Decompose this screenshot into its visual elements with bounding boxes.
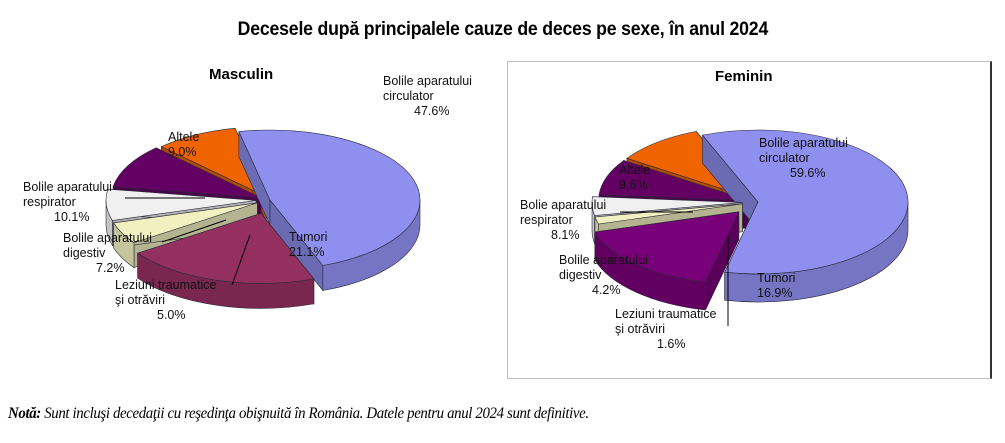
leader-line	[231, 234, 251, 286]
pie-chart-masculin	[105, 127, 421, 309]
pie-title-feminin: Feminin	[715, 68, 773, 85]
footnote: Notă: Sunt incluşi decedaţii cu reşedinţ…	[8, 405, 589, 422]
pie-slice	[238, 129, 421, 292]
label-leziuni-masculin: Leziuni traumatice şi otrăviri 5.0%	[115, 278, 217, 322]
label-tumori-feminin: Tumori 16.9%	[757, 271, 796, 300]
pie-title-masculin: Masculin	[209, 66, 274, 83]
label-tumori-masculin: Tumori 21.1%	[289, 230, 328, 259]
label-leziuni-feminin: Leziuni traumatice şi otrăviri 1.6%	[615, 307, 717, 351]
chart-panel-feminin: Feminin Bolile aparatului circulator 59.…	[507, 61, 992, 379]
chart-panel-masculin: Masculin Bolile aparatului circulator 47…	[0, 60, 500, 390]
label-altele-masculin: Altele 9.0%	[168, 130, 200, 159]
leader-line	[161, 219, 227, 243]
label-respirator-feminin: Bolie aparatului respirator 8.1%	[520, 198, 607, 242]
label-respirator-masculin: Bolile aparatului respirator 10.1%	[23, 180, 112, 224]
label-digestiv-feminin: Bolile aparatului digestiv 4.2%	[559, 253, 648, 297]
label-altele-feminin: Altele 9,6%	[619, 163, 651, 192]
pie-chart-feminin	[591, 129, 909, 326]
pie-slice	[137, 212, 315, 309]
pie-slice	[701, 129, 909, 303]
label-digestiv-masculin: Bolile aparatului digestiv 7.2%	[63, 231, 152, 275]
label-circulator-masculin: Bolile aparatului circulator 47.6%	[383, 74, 472, 118]
chart-title: Decesele după principalele cauze de dece…	[237, 19, 769, 40]
label-circulator-feminin: Bolile aparatului circulator 59.6%	[759, 136, 848, 180]
pie-slice	[594, 211, 740, 311]
